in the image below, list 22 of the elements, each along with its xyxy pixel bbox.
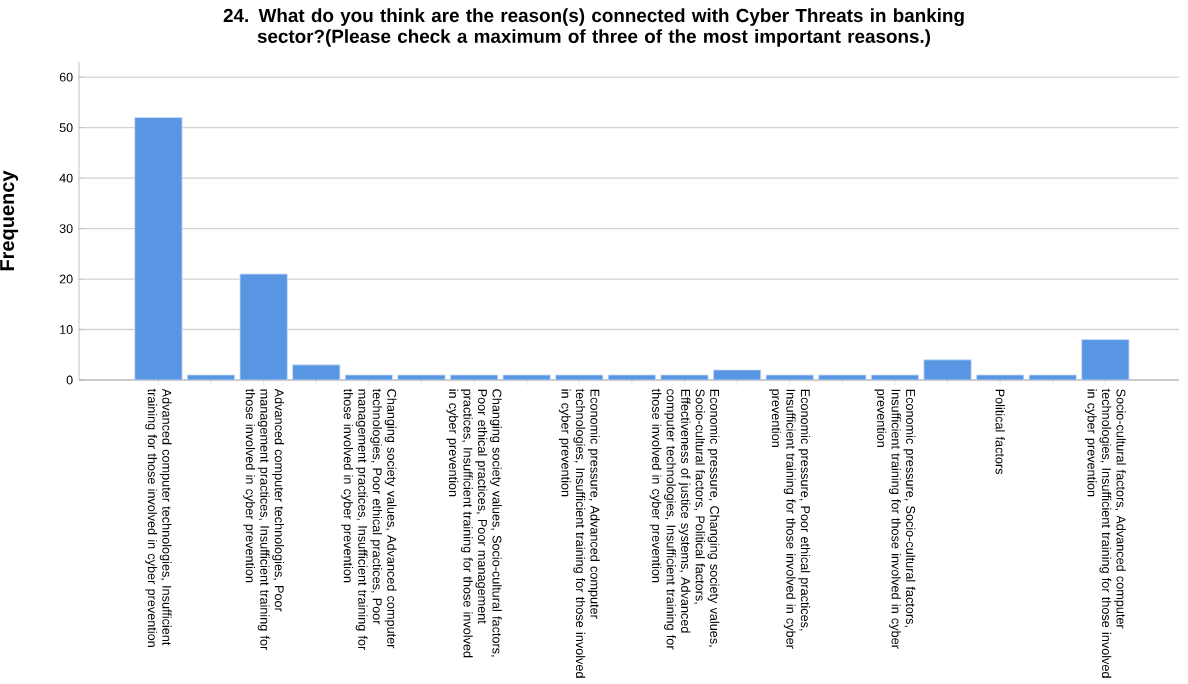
bar xyxy=(239,273,288,380)
x-tick-label: Political factors xyxy=(995,389,1005,475)
x-tick-label: Advanced computer technologies, Insufficient training for those involved in cyber prevention xyxy=(145,388,172,647)
bar xyxy=(923,359,972,380)
chart-title: 24. What do you think are the reason(s) connected with Cyber Threats in banking sector?(Please check a maximum of three of the most important reasons.) xyxy=(223,8,964,47)
y-tick-label: 60 xyxy=(59,72,73,82)
x-tick-label: Economic pressure, Socio-cultural factors, Insufficient training for those involved in cyber prevention xyxy=(874,389,916,649)
bar xyxy=(1081,339,1130,380)
y-axis-title: Frequency xyxy=(0,170,19,271)
y-tick-label: 30 xyxy=(59,224,73,234)
x-tick-label: Economic pressure, Poor ethical practices, Insufficient training for those involved in cyber prevention xyxy=(769,389,811,649)
y-tick-label: 0 xyxy=(66,375,73,385)
y-tick-label: 50 xyxy=(59,123,73,133)
x-tick-label: Changing society values, Advanced computer technologies, Poor ethical practices, Poor management practices, Insufficient training for those involved in cyber prevention xyxy=(341,388,397,651)
y-tick-label: 10 xyxy=(60,325,73,334)
y-tick-label: 20 xyxy=(59,274,73,284)
bar xyxy=(134,117,183,380)
x-tick-label: Economic pressure, Changing society values, Socio-cultural factors, Political factors, Effectiveness of justice systems, Advanced computer technologies, Insufficient training for those involved in cyber prevention xyxy=(649,388,720,650)
x-tick-label: Advanced computer technologies, Poor management practices, Insufficient training for those involved in cyber prevention xyxy=(243,388,285,651)
y-tick-label: 40 xyxy=(59,173,73,183)
x-tick-label: Economic pressure, Advanced computer technologies, Insufficient training for those involved in cyber prevention xyxy=(558,388,600,678)
x-tick-label: Socio-cultural factors, Advanced computer technologies, Insufficient training for those involved in cyber prevention xyxy=(1084,388,1126,678)
